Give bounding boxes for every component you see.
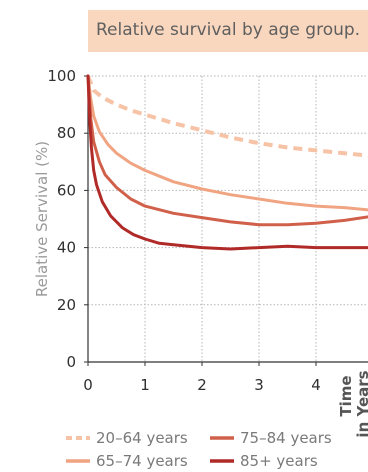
y-tick-label: 100 <box>47 67 76 85</box>
series-line-1 <box>86 75 368 158</box>
x-tick-label: 0 <box>83 376 93 394</box>
y-tick-label: 80 <box>57 124 76 142</box>
axes <box>87 76 368 363</box>
legend: 20–64 years 65–74 years 75–84 years 85+ yea… <box>66 429 332 470</box>
x-axis-label-line-2: in Years <box>354 370 368 437</box>
series-line-2 <box>86 74 368 212</box>
x-axis-label-line-1: Time <box>337 375 355 416</box>
legend-label: 65–74 years <box>96 452 188 470</box>
x-tick-label: 4 <box>311 376 321 394</box>
y-tick-label: 40 <box>57 239 76 257</box>
x-tick-label: 1 <box>140 376 150 394</box>
legend-label: 75–84 years <box>240 429 332 447</box>
y-tick-label: 20 <box>57 296 76 314</box>
legend-label: 20–64 years <box>96 429 188 447</box>
chart-title: Relative survival by age group. <box>96 20 361 40</box>
y-axis-label: Relative Servival (%) <box>33 141 51 297</box>
grid-lines <box>88 75 368 362</box>
series-line-3 <box>86 74 368 227</box>
series-line-4 <box>86 74 368 251</box>
y-tick-labels: 0 20 40 60 80 100 <box>47 67 88 371</box>
x-tick-labels: 0 1 2 3 4 <box>83 362 321 394</box>
title-band <box>88 10 368 52</box>
series-lines <box>86 74 368 251</box>
y-tick-label: 60 <box>57 181 76 199</box>
legend-label: 85+ years <box>240 452 318 470</box>
x-tick-label: 3 <box>254 376 264 394</box>
x-tick-label: 2 <box>197 376 207 394</box>
y-tick-label: 0 <box>66 353 76 371</box>
